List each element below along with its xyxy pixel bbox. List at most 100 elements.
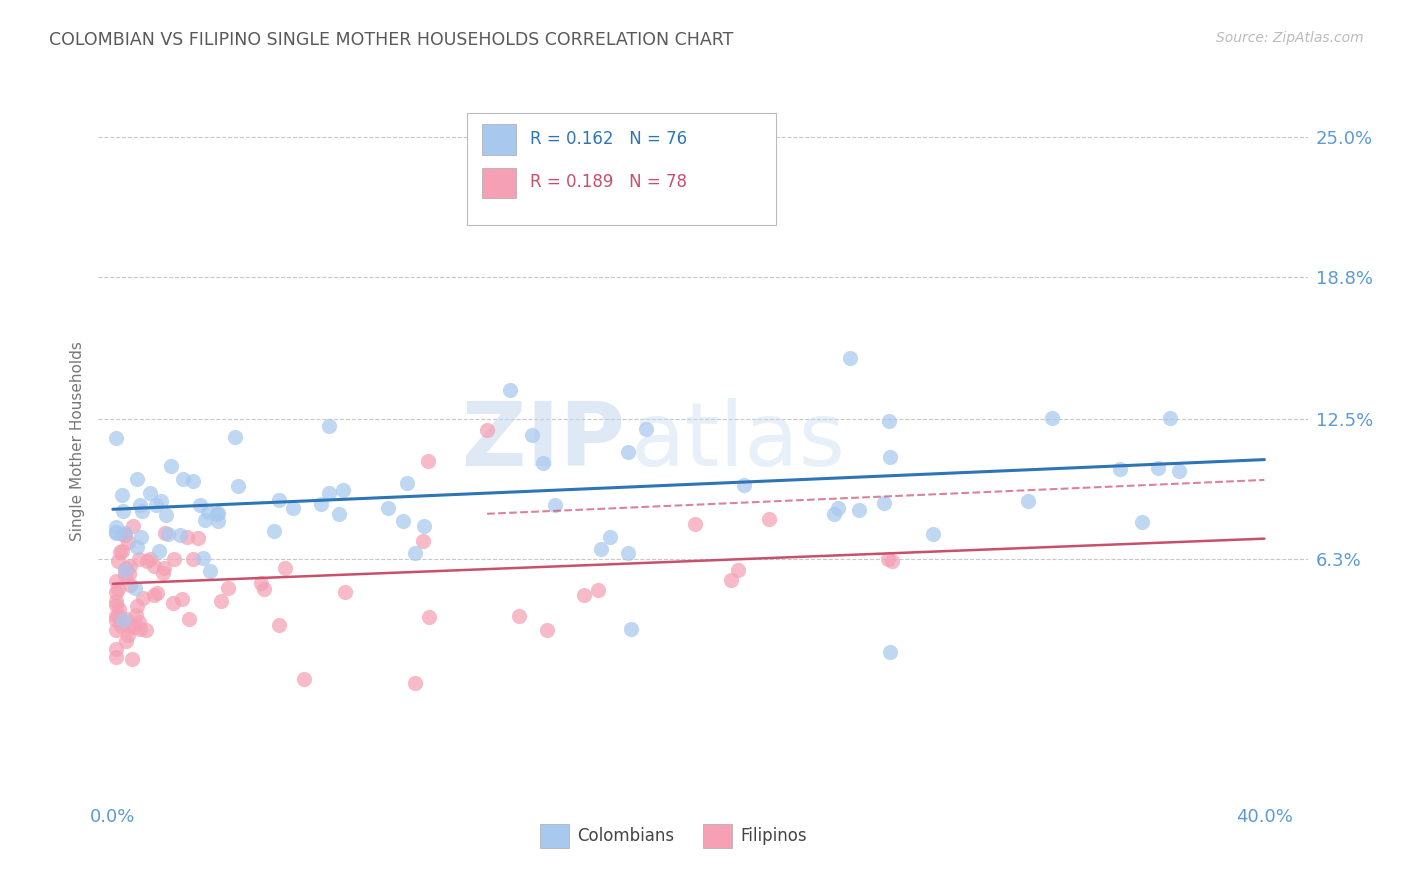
Point: [1159, 411, 1181, 425]
Point: [333, 584, 356, 599]
Point: [599, 530, 621, 544]
FancyBboxPatch shape: [482, 168, 516, 198]
Point: [309, 498, 332, 512]
Point: [114, 560, 136, 574]
Point: [148, 544, 170, 558]
Point: [392, 514, 415, 528]
Point: [131, 530, 153, 544]
Point: [114, 528, 136, 542]
Point: [412, 533, 434, 548]
Point: [152, 566, 174, 580]
Point: [128, 615, 150, 629]
Point: [125, 608, 148, 623]
Point: [205, 507, 228, 521]
Point: [112, 504, 135, 518]
Point: [733, 478, 755, 492]
Point: [217, 581, 239, 595]
Point: [170, 592, 193, 607]
Point: [135, 623, 157, 637]
Point: [110, 619, 132, 633]
Point: [267, 618, 290, 632]
Point: [114, 526, 136, 541]
Point: [332, 483, 354, 497]
Point: [117, 535, 139, 549]
Point: [131, 504, 153, 518]
FancyBboxPatch shape: [482, 124, 516, 154]
Point: [418, 454, 440, 468]
Point: [292, 672, 315, 686]
Point: [128, 552, 150, 566]
Point: [404, 545, 426, 559]
Point: [181, 552, 204, 566]
Text: atlas: atlas: [630, 398, 845, 485]
Point: [104, 524, 127, 539]
Point: [683, 516, 706, 531]
Point: [283, 501, 305, 516]
Point: [181, 475, 204, 489]
Point: [267, 493, 290, 508]
Point: [318, 486, 340, 500]
Text: Filipinos: Filipinos: [741, 827, 807, 845]
Point: [104, 526, 127, 541]
Point: [838, 351, 860, 366]
Point: [172, 472, 194, 486]
Point: [155, 508, 177, 523]
Point: [128, 498, 150, 512]
Point: [827, 500, 849, 515]
Point: [143, 559, 166, 574]
Point: [142, 588, 165, 602]
Point: [617, 445, 640, 459]
Point: [179, 612, 201, 626]
Point: [124, 581, 146, 595]
Point: [536, 623, 558, 637]
Point: [617, 546, 640, 560]
Point: [110, 527, 132, 541]
Point: [318, 418, 340, 433]
Point: [162, 596, 184, 610]
Point: [274, 561, 297, 575]
Point: [508, 609, 530, 624]
Point: [114, 563, 136, 577]
Point: [586, 582, 609, 597]
Point: [879, 450, 901, 465]
Point: [117, 627, 139, 641]
Point: [263, 524, 285, 538]
Text: ZIP: ZIP: [461, 398, 624, 485]
Point: [404, 676, 426, 690]
Point: [880, 554, 903, 568]
Point: [124, 619, 146, 633]
Point: [207, 506, 229, 520]
Point: [922, 527, 945, 541]
Point: [104, 585, 127, 599]
Point: [194, 513, 217, 527]
Point: [198, 564, 221, 578]
Point: [156, 526, 179, 541]
Point: [112, 613, 135, 627]
Point: [107, 554, 129, 568]
Point: [169, 528, 191, 542]
Point: [377, 500, 399, 515]
Point: [139, 486, 162, 500]
Point: [253, 582, 276, 597]
Point: [120, 559, 142, 574]
Point: [159, 459, 181, 474]
Point: [544, 498, 567, 512]
Point: [226, 479, 249, 493]
Point: [121, 652, 143, 666]
Point: [197, 505, 219, 519]
Point: [128, 622, 150, 636]
Text: Colombians: Colombians: [578, 827, 675, 845]
Text: COLOMBIAN VS FILIPINO SINGLE MOTHER HOUSEHOLDS CORRELATION CHART: COLOMBIAN VS FILIPINO SINGLE MOTHER HOUS…: [49, 31, 734, 49]
Point: [475, 423, 498, 437]
Point: [132, 591, 155, 605]
Point: [139, 552, 162, 566]
Point: [187, 531, 209, 545]
Point: [127, 472, 149, 486]
Point: [499, 383, 522, 397]
Point: [135, 554, 157, 568]
Point: [125, 540, 148, 554]
Point: [873, 496, 896, 510]
Point: [628, 141, 651, 155]
Point: [418, 610, 440, 624]
Point: [1017, 494, 1039, 508]
